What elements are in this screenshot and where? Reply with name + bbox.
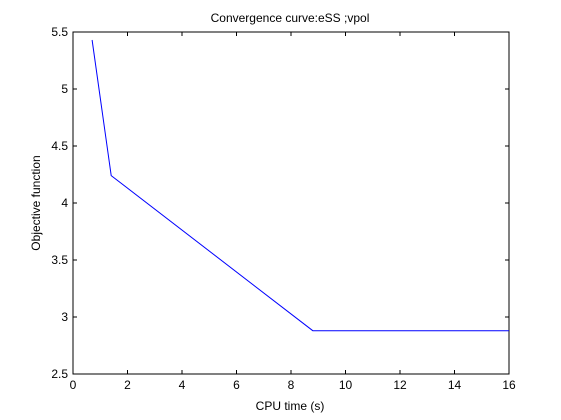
chart-title: Convergence curve:eSS ;vpol [211, 11, 370, 25]
x-tick-label: 16 [502, 378, 516, 392]
y-tick-label: 4 [61, 196, 68, 210]
y-tick-label: 5.5 [51, 25, 68, 39]
x-tick-label: 14 [448, 378, 462, 392]
y-tick-label: 4.5 [51, 139, 68, 153]
x-tick-label: 2 [124, 378, 131, 392]
y-axis-label: Objective function [29, 155, 43, 250]
series-group [91, 39, 509, 332]
plot-area [72, 31, 510, 375]
tick-labels: 0 2 4 6 8 10 12 14 16 2.5 3 3.5 4 4.5 5 5.5 [51, 25, 516, 392]
x-tick-label: 0 [70, 378, 77, 392]
x-axis-label: CPU time (s) [256, 399, 325, 413]
x-tick-label: 6 [233, 378, 240, 392]
axis-ticks [72, 31, 510, 375]
x-tick-label: 4 [179, 378, 186, 392]
series-line [91, 39, 509, 332]
x-tick-label: 10 [339, 378, 353, 392]
x-tick-label: 8 [288, 378, 295, 392]
x-tick-label: 12 [393, 378, 407, 392]
y-tick-label: 2.5 [51, 367, 68, 381]
y-tick-label: 3 [61, 310, 68, 324]
y-tick-label: 3.5 [51, 253, 68, 267]
y-tick-label: 5 [61, 82, 68, 96]
